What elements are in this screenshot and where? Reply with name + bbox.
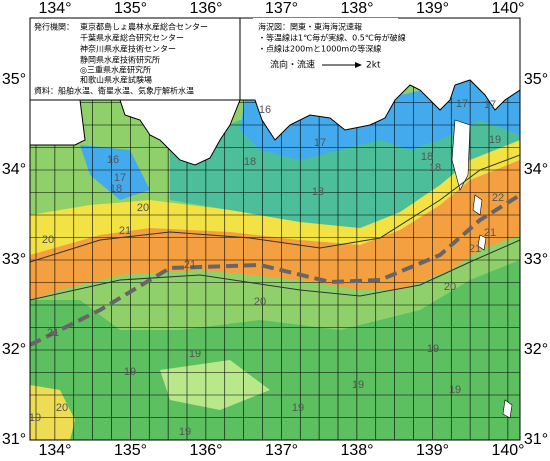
latitude-label: 33° — [2, 251, 26, 268]
land — [119, 99, 241, 166]
latitude-label: 35° — [2, 71, 26, 88]
isotherm-label: 22 — [492, 192, 504, 204]
isotherm-label: 19 — [292, 402, 304, 414]
longitude-label: 139° — [416, 442, 449, 459]
isotherm-labels: 1617181816171820212021202119192019191919… — [29, 98, 504, 438]
isotherm-label: 18 — [421, 151, 433, 163]
latitude-label: 34° — [2, 161, 26, 178]
agency: ◎三重県水産研究所 — [80, 65, 151, 75]
publisher-heading: 発行機関： — [34, 22, 74, 32]
longitude-label: 135° — [114, 442, 147, 459]
sea-warm-patch — [30, 385, 75, 440]
isotherm-label: 21 — [184, 259, 196, 271]
isotherm-label: 19 — [427, 343, 439, 355]
latitude-label: 34° — [524, 161, 548, 178]
publisher-box — [29, 17, 241, 101]
current-legend: 流向・流速 — [270, 59, 315, 71]
isotherm-label: 20 — [444, 281, 456, 293]
isotherm-label: 20 — [137, 202, 149, 214]
info-note: ・点線は200mと1000mの等深線 — [258, 44, 381, 54]
kuroshio-axis — [30, 193, 520, 347]
info-note: ・等温線は1℃毎が実線、0.5℃毎が破線 — [258, 33, 406, 43]
isotherm-label: 19 — [124, 366, 136, 378]
isotherm — [30, 154, 520, 263]
agency: 和歌山県水産試験場 — [80, 75, 152, 85]
longitude-label: 134° — [38, 0, 71, 17]
longitude-label: 136° — [189, 0, 222, 17]
longitude-label: 134° — [38, 442, 71, 459]
isotherm-label: 16 — [107, 154, 119, 166]
isotherm-label: 19 — [352, 379, 364, 391]
longitude-label: 135° — [114, 0, 147, 17]
isotherm-label: 18 — [312, 186, 324, 198]
isotherm-label: 21 — [484, 227, 496, 239]
isotherm-label: 17 — [456, 98, 468, 110]
agency: 神奈川県水産技術センター — [80, 44, 176, 54]
isotherm-label: 19 — [189, 348, 201, 360]
isotherm-label: 19 — [489, 134, 501, 146]
longitude-label: 137° — [265, 0, 298, 17]
longitude-label: 140° — [491, 0, 524, 17]
isotherm-label: 17 — [484, 99, 496, 111]
longitude-label: 137° — [265, 442, 298, 459]
latitude-label: 31° — [524, 431, 548, 448]
isotherm-label: 17 — [114, 172, 126, 184]
isotherm-label: 18 — [244, 156, 256, 168]
latitude-label: 32° — [2, 341, 26, 358]
land — [30, 99, 86, 146]
latitude-label: 32° — [524, 341, 548, 358]
info-title: 海況図：関東・東海海況速報 — [258, 22, 362, 32]
agency: 東京都島しょ農林水産総合センター — [80, 22, 208, 32]
isotherm-label: 18 — [110, 183, 122, 195]
latitude-label: 33° — [524, 251, 548, 268]
isotherm-label: 17 — [314, 137, 326, 149]
longitude-label: 138° — [340, 0, 373, 17]
longitude-label: 136° — [189, 442, 222, 459]
info-box — [253, 18, 398, 78]
isotherm-label: 20 — [254, 296, 266, 308]
agency: 千葉県水産総合研究センター — [80, 33, 184, 43]
map-area: 1617181816171820212021202119192019191919… — [29, 18, 520, 440]
isotherm-label: 19 — [29, 412, 41, 424]
current-scale: 2kt — [366, 61, 381, 71]
island — [472, 194, 513, 419]
latitude-label: 35° — [524, 71, 548, 88]
sea-coastal-blue — [80, 145, 150, 200]
sources: 資料：船舶水温、衛星水温、気象庁解析水温 — [34, 86, 194, 96]
agency: 静岡県水産技術研究所 — [80, 55, 160, 65]
longitude-label: 138° — [340, 442, 373, 459]
latitude-label: 31° — [2, 431, 26, 448]
isotherm-label: 21 — [47, 327, 59, 339]
longitude-label: 139° — [416, 0, 449, 17]
isotherm-label: 16 — [259, 104, 271, 116]
sea-orange-band — [30, 160, 520, 300]
isotherm-label: 19 — [449, 384, 461, 396]
isotherm-label: 20 — [56, 402, 68, 414]
isotherm-label: 20 — [42, 234, 54, 246]
isotherm-label: 19 — [179, 426, 191, 438]
longitude-label: 140° — [491, 442, 524, 459]
current-arrowhead — [355, 62, 362, 68]
isotherm-label: 21 — [119, 225, 131, 237]
isotherm — [30, 239, 520, 301]
isotherm-label: 18 — [429, 162, 441, 174]
isotherm-label: 21 — [469, 243, 481, 255]
